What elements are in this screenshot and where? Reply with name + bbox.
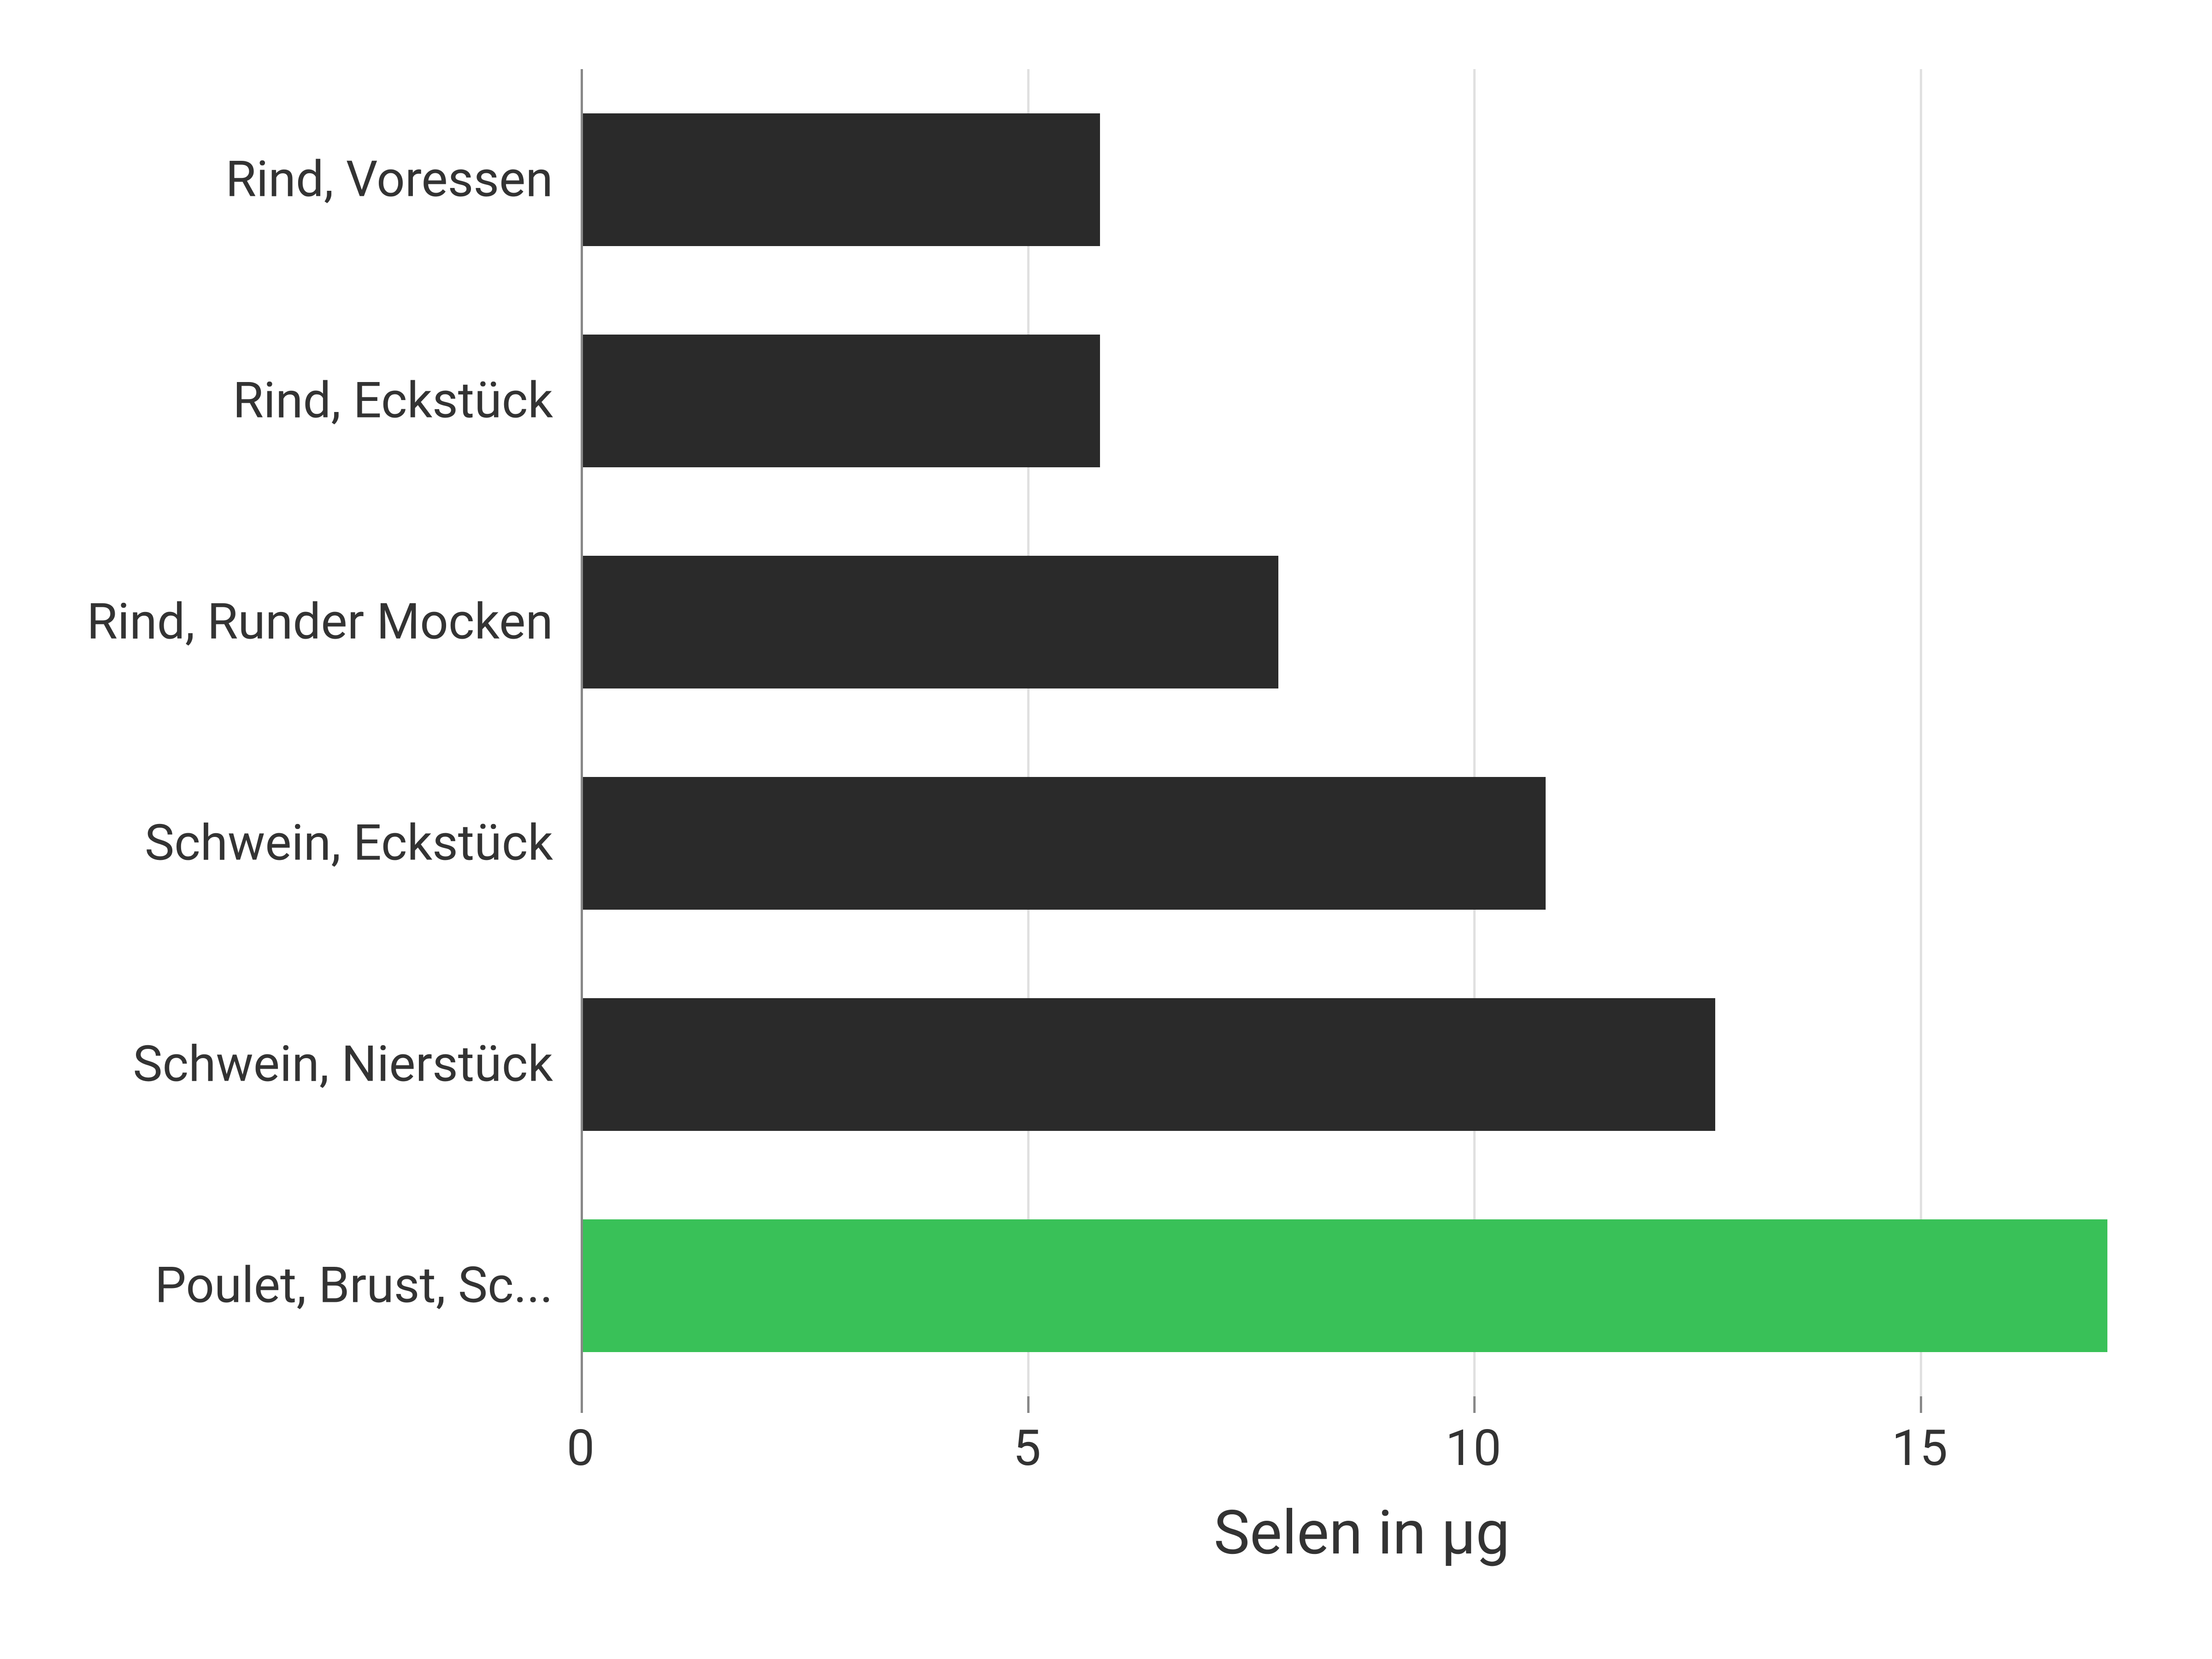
bar (583, 113, 1100, 246)
x-axis-ticks (581, 1396, 2143, 1415)
y-axis-line (581, 69, 583, 1396)
bar (583, 1219, 2107, 1352)
x-tick (1920, 1396, 1922, 1413)
plot-area (581, 69, 2143, 1396)
bar (583, 335, 1100, 467)
y-axis-label: Rind, Runder Mocken (0, 595, 553, 650)
bar (583, 777, 1546, 910)
bars (583, 69, 2143, 1396)
x-axis-tick-label: 0 (567, 1419, 595, 1477)
y-axis-label: Poulet, Brust, Sc... (0, 1259, 553, 1313)
x-axis-labels: 051015 (581, 1419, 2143, 1484)
x-axis-title: Selen in μg (581, 1498, 2143, 1569)
bar (583, 998, 1715, 1131)
x-tick (1027, 1396, 1030, 1413)
bar (583, 556, 1278, 688)
x-axis-tick-label: 10 (1445, 1419, 1501, 1477)
selenium-bar-chart: Rind, Voressen Rind, Eckstück Rind, Runder… (0, 69, 2212, 1659)
x-axis-tick-label: 5 (1013, 1419, 1041, 1477)
y-axis-label: Schwein, Nierstück (0, 1037, 553, 1092)
y-axis-labels: Rind, Voressen Rind, Eckstück Rind, Runder… (0, 69, 553, 1396)
x-tick (1473, 1396, 1476, 1413)
y-axis-label: Rind, Eckstück (0, 374, 553, 429)
x-axis-tick-label: 15 (1892, 1419, 1947, 1477)
y-axis-label: Rind, Voressen (0, 153, 553, 207)
y-axis-label: Schwein, Eckstück (0, 816, 553, 871)
x-tick (581, 1396, 583, 1413)
